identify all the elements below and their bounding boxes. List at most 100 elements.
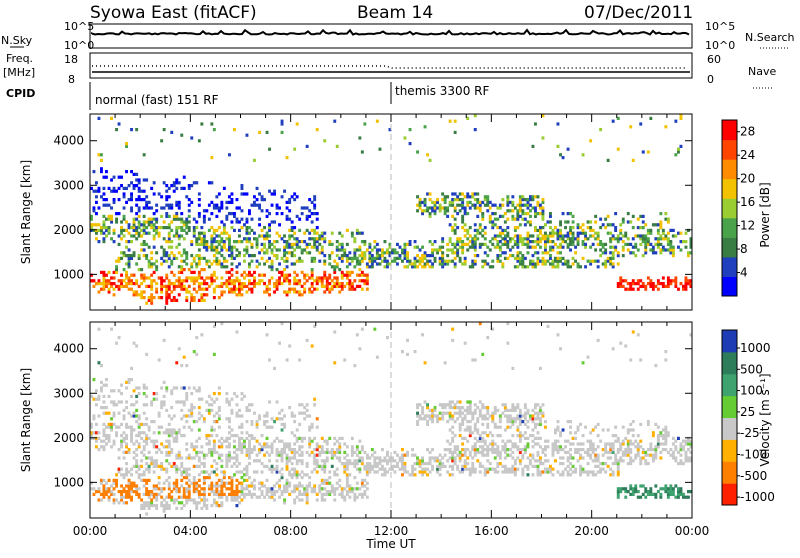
heatmap-cell xyxy=(599,128,602,131)
heatmap-cell xyxy=(639,358,642,361)
heatmap-cell xyxy=(236,414,239,417)
heatmap-cell xyxy=(464,465,467,468)
heatmap-cell xyxy=(150,226,153,229)
heatmap-cell xyxy=(155,465,158,468)
heatmap-cell xyxy=(296,246,299,249)
heatmap-cell xyxy=(659,237,662,240)
heatmap-cell xyxy=(514,420,517,423)
y-tick-label: 2000 xyxy=(53,223,84,237)
heatmap-cell xyxy=(233,445,236,448)
heatmap-cell xyxy=(524,204,527,207)
heatmap-cell xyxy=(644,243,647,246)
heatmap-cell xyxy=(193,487,196,490)
heatmap-cell xyxy=(133,403,136,406)
heatmap-cell xyxy=(311,268,314,271)
heatmap-cell xyxy=(236,220,239,223)
heatmap-cell xyxy=(301,493,304,496)
heatmap-cell xyxy=(160,246,163,249)
heatmap-cell xyxy=(160,400,163,403)
heatmap-cell xyxy=(98,431,101,434)
heatmap-cell xyxy=(599,218,602,221)
heatmap-cell xyxy=(431,248,434,251)
heatmap-cell xyxy=(138,268,141,271)
heatmap-cell xyxy=(198,406,201,409)
colorbar-tick-label: 8 xyxy=(740,242,748,256)
heatmap-cell xyxy=(118,288,121,291)
heatmap-cell xyxy=(376,243,379,246)
heatmap-cell xyxy=(328,482,331,485)
heatmap-cell xyxy=(128,451,131,454)
heatmap-cell xyxy=(288,482,291,485)
heatmap-cell xyxy=(220,254,223,257)
heatmap-cell xyxy=(321,451,324,454)
heatmap-cell xyxy=(135,198,138,201)
heatmap-cell xyxy=(534,246,537,249)
heatmap-cell xyxy=(562,462,565,465)
heatmap-cell xyxy=(639,496,642,499)
heatmap-cell xyxy=(386,470,389,473)
heatmap-cell xyxy=(604,445,607,448)
heatmap-cell xyxy=(481,431,484,434)
heatmap-cell xyxy=(436,251,439,254)
heatmap-cell xyxy=(306,484,309,487)
heatmap-cell xyxy=(604,470,607,473)
heatmap-cell xyxy=(323,274,326,277)
heatmap-cell xyxy=(469,409,472,412)
heatmap-cell xyxy=(441,257,444,260)
heatmap-cell xyxy=(416,459,419,462)
heatmap-cell xyxy=(454,218,457,221)
heatmap-cell xyxy=(110,445,113,448)
heatmap-cell xyxy=(353,248,356,251)
heatmap-cell xyxy=(647,243,650,246)
heatmap-cell xyxy=(662,246,665,249)
heatmap-cell xyxy=(539,229,542,232)
heatmap-cell xyxy=(308,198,311,201)
heatmap-cell xyxy=(614,462,617,465)
heatmap-cell xyxy=(509,448,512,451)
heatmap-cell xyxy=(198,243,201,246)
heatmap-cell xyxy=(243,395,246,398)
heatmap-cell xyxy=(527,420,530,423)
heatmap-cell xyxy=(444,201,447,204)
heatmap-cell xyxy=(293,248,296,251)
heatmap-cell xyxy=(632,279,635,282)
heatmap-cell xyxy=(128,487,131,490)
heatmap-cell xyxy=(183,490,186,493)
heatmap-cell xyxy=(296,290,299,293)
heatmap-cell xyxy=(624,490,627,493)
heatmap-cell xyxy=(669,243,672,246)
heatmap-cell xyxy=(103,448,106,451)
heatmap-cell xyxy=(657,282,660,285)
heatmap-cell xyxy=(446,420,449,423)
heatmap-cell xyxy=(313,462,316,465)
heatmap-cell xyxy=(266,248,269,251)
heatmap-cell xyxy=(537,412,540,415)
heatmap-cell xyxy=(371,262,374,265)
heatmap-cell xyxy=(373,465,376,468)
heatmap-cell xyxy=(153,504,156,507)
heatmap-cell xyxy=(424,262,427,265)
heatmap-cell xyxy=(537,243,540,246)
heatmap-cell xyxy=(288,234,291,237)
heatmap-cell xyxy=(424,209,427,212)
heatmap-cell xyxy=(223,246,226,249)
heatmap-cell xyxy=(215,468,218,471)
heatmap-cell xyxy=(205,507,208,510)
heatmap-cell xyxy=(572,215,575,218)
heatmap-cell xyxy=(170,260,173,263)
heatmap-cell xyxy=(180,229,183,232)
heatmap-cell xyxy=(414,350,417,353)
heatmap-cell xyxy=(115,268,118,271)
heatmap-cell xyxy=(225,201,228,204)
heatmap-cell xyxy=(504,442,507,445)
heatmap-cell xyxy=(496,462,499,465)
heatmap-cell xyxy=(130,254,133,257)
heatmap-cell xyxy=(180,434,183,437)
heatmap-cell xyxy=(278,342,281,345)
heatmap-cell xyxy=(233,279,236,282)
heatmap-cell xyxy=(258,417,261,420)
heatmap-cell xyxy=(494,234,497,237)
heatmap-cell xyxy=(494,448,497,451)
heatmap-cell xyxy=(524,198,527,201)
heatmap-cell xyxy=(569,212,572,215)
